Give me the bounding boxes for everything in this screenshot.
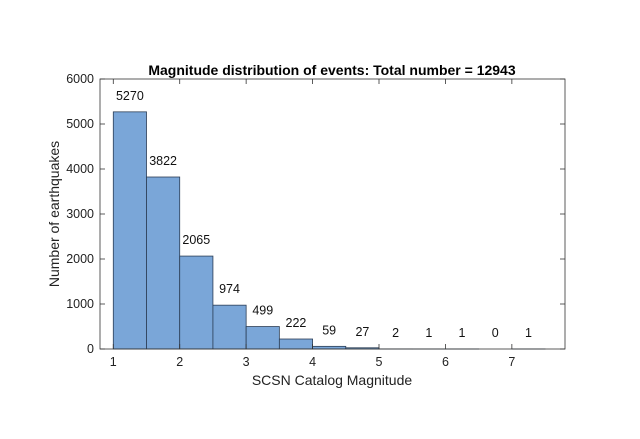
y-axis-ticks: 0 1000 2000 3000 4000 5000 6000: [66, 72, 565, 356]
histogram-bar: [212, 304, 247, 350]
y-tick-label: 0: [87, 342, 94, 356]
x-tick-label: 2: [176, 355, 183, 369]
bar-value-label: 2: [392, 326, 399, 340]
bar-value-label: 499: [252, 304, 273, 318]
y-tick-label: 6000: [66, 72, 94, 86]
x-tick-label: 7: [508, 355, 515, 369]
x-tick-label: 6: [442, 355, 449, 369]
y-tick-label: 4000: [66, 162, 94, 176]
bar-value-label: 2065: [182, 233, 210, 247]
bars-group: [112, 111, 546, 350]
bar-value-label: 974: [219, 282, 240, 296]
x-tick-label: 5: [376, 355, 383, 369]
y-tick-label: 3000: [66, 207, 94, 221]
y-tick-label: 1000: [66, 297, 94, 311]
y-tick-label: 5000: [66, 117, 94, 131]
x-tick-label: 3: [243, 355, 250, 369]
bar-value-label: 1: [525, 326, 532, 340]
histogram-bar: [179, 255, 214, 350]
data-labels-group: 5270 3822 2065 974 499 222 59 27 2 1 1 0 1: [116, 89, 532, 340]
bar-value-label: 0: [492, 326, 499, 340]
histogram-bar: [112, 111, 147, 350]
bar-value-label: 5270: [116, 89, 144, 103]
histogram-bar: [245, 326, 280, 350]
bar-value-label: 27: [355, 325, 369, 339]
histogram-bar: [278, 338, 313, 350]
x-tick-label: 4: [309, 355, 316, 369]
y-axis-label: Number of earthquakes: [46, 141, 62, 287]
bar-value-label: 222: [286, 316, 307, 330]
x-tick-label: 1: [110, 355, 117, 369]
bar-value-label: 1: [425, 326, 432, 340]
bar-value-label: 3822: [149, 154, 177, 168]
bar-value-label: 1: [459, 326, 466, 340]
y-tick-label: 2000: [66, 252, 94, 266]
histogram-bar: [146, 176, 181, 350]
x-axis-ticks: 1 2 3 4 5 6 7: [110, 79, 515, 369]
chart-title: Magnitude distribution of events: Total …: [148, 62, 516, 78]
bar-value-label: 59: [322, 323, 336, 337]
x-axis-label: SCSN Catalog Magnitude: [252, 372, 413, 388]
